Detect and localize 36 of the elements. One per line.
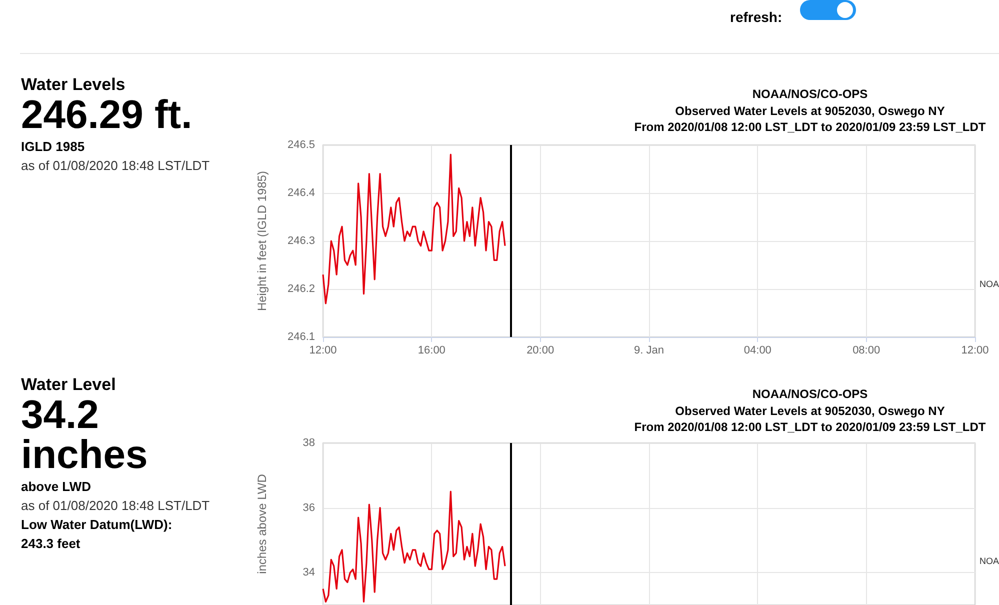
text: Low Water Datum(LWD):	[21, 517, 174, 532]
text: 243.3 feet	[21, 536, 82, 551]
y-tick-label: 246.4	[287, 187, 315, 199]
y-tick-label: 36	[302, 502, 315, 514]
x-tick-label: 16:00	[418, 344, 446, 356]
y-axis-title: Height in feet (IGLD 1985)	[255, 170, 269, 312]
text: as of 01/08/2020 18:48 LST/LDT	[21, 158, 211, 173]
text: NOA	[979, 556, 999, 566]
y-tick-label: 246.1	[287, 331, 315, 343]
text: 246.29 ft.	[21, 93, 194, 137]
y-tick-label: 38	[302, 437, 315, 449]
x-tick-label: 20:00	[526, 344, 554, 356]
x-tick-label: 12:00	[961, 344, 989, 356]
y-tick-label: 246.5	[287, 139, 315, 151]
text: Water Levels	[21, 75, 126, 95]
x-tick-label: 9. Jan	[634, 344, 664, 356]
text: NOA	[979, 278, 999, 289]
text: IGLD 1985	[21, 139, 86, 154]
y-tick-label: 34	[302, 566, 315, 579]
x-tick-label: 08:00	[852, 344, 880, 356]
y-tick-label: 246.2	[287, 283, 315, 295]
line-series	[322, 154, 506, 304]
y-tick-label: 246.3	[287, 235, 315, 247]
x-tick-label: 04:00	[744, 344, 772, 356]
text: as of 01/08/2020 18:48 LST/LDT	[21, 498, 211, 513]
y-axis-title: inches above LWD	[255, 474, 269, 574]
line-series	[322, 490, 506, 603]
text: Water Level	[21, 375, 117, 395]
chart-title: NOAA/NOS/CO-OPS	[752, 387, 868, 401]
text: 34.2 inches	[21, 393, 149, 477]
text: above LWD	[21, 479, 92, 494]
text: refresh:	[730, 9, 782, 25]
chart-title: NOAA/NOS/CO-OPS	[752, 87, 868, 101]
x-tick-label: 12:00	[309, 344, 337, 356]
chart-subtitle: Observed Water Levels at 9052030, Oswego NY From 2020/01/08 12:00 LST_LDT to 2020/01/09 23:59 LST_LDT	[634, 404, 986, 434]
chart-subtitle: Observed Water Levels at 9052030, Oswego NY From 2020/01/08 12:00 LST_LDT to 2020/01/09 23:59 LST_LDT	[634, 104, 986, 134]
